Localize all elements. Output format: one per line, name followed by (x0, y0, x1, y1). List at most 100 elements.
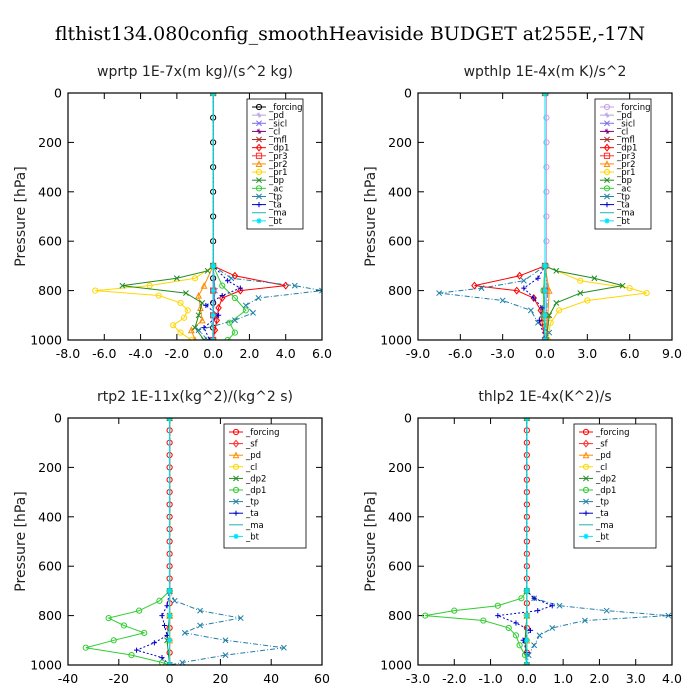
legend: _forcing_pd_sicl_cl_mfl_dp1_pr3_pr2_pr1_… (594, 98, 652, 230)
series-group (436, 93, 650, 340)
data-point-dp1 (110, 637, 117, 644)
y-tick-label: 1000 (30, 658, 62, 673)
legend-marker (256, 218, 262, 224)
data-point-bp (204, 267, 211, 274)
legend-label: _pd (595, 451, 611, 461)
series-line-dp1 (425, 418, 528, 665)
data-point-bt (542, 263, 548, 269)
y-tick-label: 200 (38, 135, 62, 150)
x-tick-label: 40 (263, 671, 279, 686)
data-point-dp1 (516, 271, 523, 280)
data-point-ta (206, 337, 213, 340)
y-tick-label: 200 (388, 460, 412, 475)
data-point-bp (591, 275, 598, 282)
data-point-ta (225, 278, 231, 284)
legend-label: _mfl (268, 136, 287, 146)
data-point-bp (182, 290, 189, 297)
legend-label: _ma (268, 209, 287, 219)
data-point-pr1 (191, 275, 199, 282)
data-point-ta (133, 647, 140, 653)
legend-marker (604, 136, 610, 143)
legend-marker (603, 143, 611, 152)
legend-marker (255, 103, 263, 111)
y-tick-label: 600 (388, 234, 412, 249)
legend-label: _ta (616, 201, 630, 211)
data-point-bt (167, 588, 173, 594)
data-point-tp (546, 329, 553, 336)
data-point-ta (521, 285, 527, 291)
data-point-pr1 (584, 297, 591, 304)
legend-marker (255, 152, 263, 159)
data-point-pr1 (577, 277, 584, 284)
data-point-pr1 (146, 282, 153, 289)
data-point-bt (210, 312, 216, 318)
data-point-bp (553, 267, 560, 274)
legend-label: _sf (245, 440, 259, 450)
legend-label: _tp (616, 192, 630, 202)
data-point-tp (291, 282, 298, 289)
data-point-tp (603, 607, 610, 614)
x-tick-label: 9.0 (662, 346, 682, 361)
data-point-forcing (543, 213, 550, 220)
data-point-tp (228, 275, 235, 282)
x-tick-label: 6.0 (620, 346, 640, 361)
legend-label: _forcing (268, 103, 303, 113)
y-tick-label: 1000 (30, 333, 62, 348)
legend: _forcing _sf_pd _cl_dp2 _dp1 _tp_ta _ma_bt (573, 423, 657, 549)
data-point-bp (192, 324, 198, 331)
legend-marker (603, 160, 611, 168)
series-line-tp (439, 93, 550, 340)
legend-label: _sicl (616, 119, 635, 129)
data-point-pr2 (200, 281, 208, 289)
data-point-tp (665, 612, 672, 619)
legend-label: _ac (616, 184, 631, 194)
y-tick-label: 1000 (380, 333, 412, 348)
y-tick-label: 200 (388, 135, 412, 150)
data-point-ac (231, 294, 239, 302)
data-point-ta (536, 317, 542, 323)
legend-marker (255, 143, 263, 152)
data-point-dp1 (505, 624, 512, 632)
data-point-ta (151, 640, 157, 646)
x-tick-label: -2.0 (442, 671, 466, 686)
data-point-bt (210, 288, 216, 294)
legend-marker (582, 486, 590, 494)
data-point-ac (219, 282, 226, 289)
x-tick-label: -9.0 (406, 346, 430, 361)
legend-label: _ta (245, 509, 259, 519)
data-point-tp (231, 317, 238, 324)
data-point-tp (197, 622, 204, 629)
data-point-bt (210, 263, 216, 269)
chart-panel-1: wprtp 1E-7x(m kg)/(s^2 kg) Pressure [hPa]… (13, 64, 332, 361)
data-point-ta (161, 622, 168, 629)
y-tick-label: 600 (38, 559, 62, 574)
x-tick-label: 0.0 (535, 346, 555, 361)
data-point-pr1 (92, 287, 99, 294)
data-point-forcing (543, 164, 550, 171)
y-tick-label: 800 (38, 608, 62, 623)
y-tick-label: 800 (38, 283, 62, 298)
x-tick-label: -6.0 (92, 346, 116, 361)
legend-label: _pr1 (268, 168, 288, 178)
legend-marker (256, 177, 262, 184)
data-point-dp1 (480, 617, 487, 624)
x-tick-label: -2.0 (165, 346, 189, 361)
legend-label: _forcing (616, 103, 651, 113)
data-point-pr1 (643, 289, 650, 297)
legend-label: _bt (245, 532, 260, 542)
series-line-ta (203, 93, 242, 340)
legend-label: _pr2 (268, 160, 288, 170)
data-point-pr1 (177, 299, 184, 307)
legend-marker (256, 202, 262, 208)
x-tick-label: -40 (58, 671, 78, 686)
legend-marker (256, 112, 262, 118)
data-point-bp (173, 275, 180, 282)
data-point-ta (164, 603, 170, 609)
data-point-tp (255, 295, 262, 301)
y-tick-label: 600 (388, 559, 412, 574)
legend-marker (232, 428, 240, 436)
legend-label: _dp1 (595, 486, 616, 496)
y-tick-label: 0 (54, 411, 62, 426)
data-point-dp1 (105, 614, 112, 622)
